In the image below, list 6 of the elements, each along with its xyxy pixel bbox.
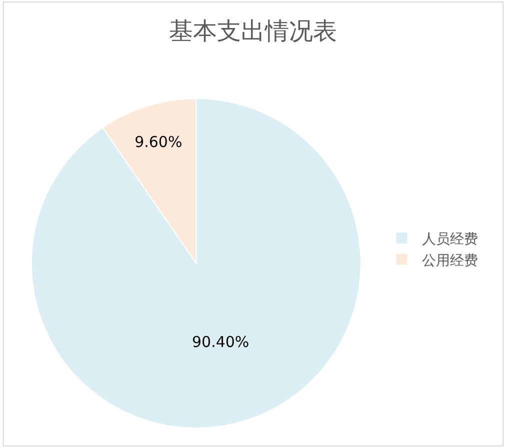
legend-label: 人员经费	[422, 232, 478, 248]
chart-title: 基本支出情况表	[169, 17, 337, 46]
pie-slice	[31, 98, 362, 428]
data-label: 9.60%	[134, 133, 182, 152]
legend-label: 公用经费	[422, 252, 478, 269]
data-label: 90.40%	[192, 332, 250, 351]
